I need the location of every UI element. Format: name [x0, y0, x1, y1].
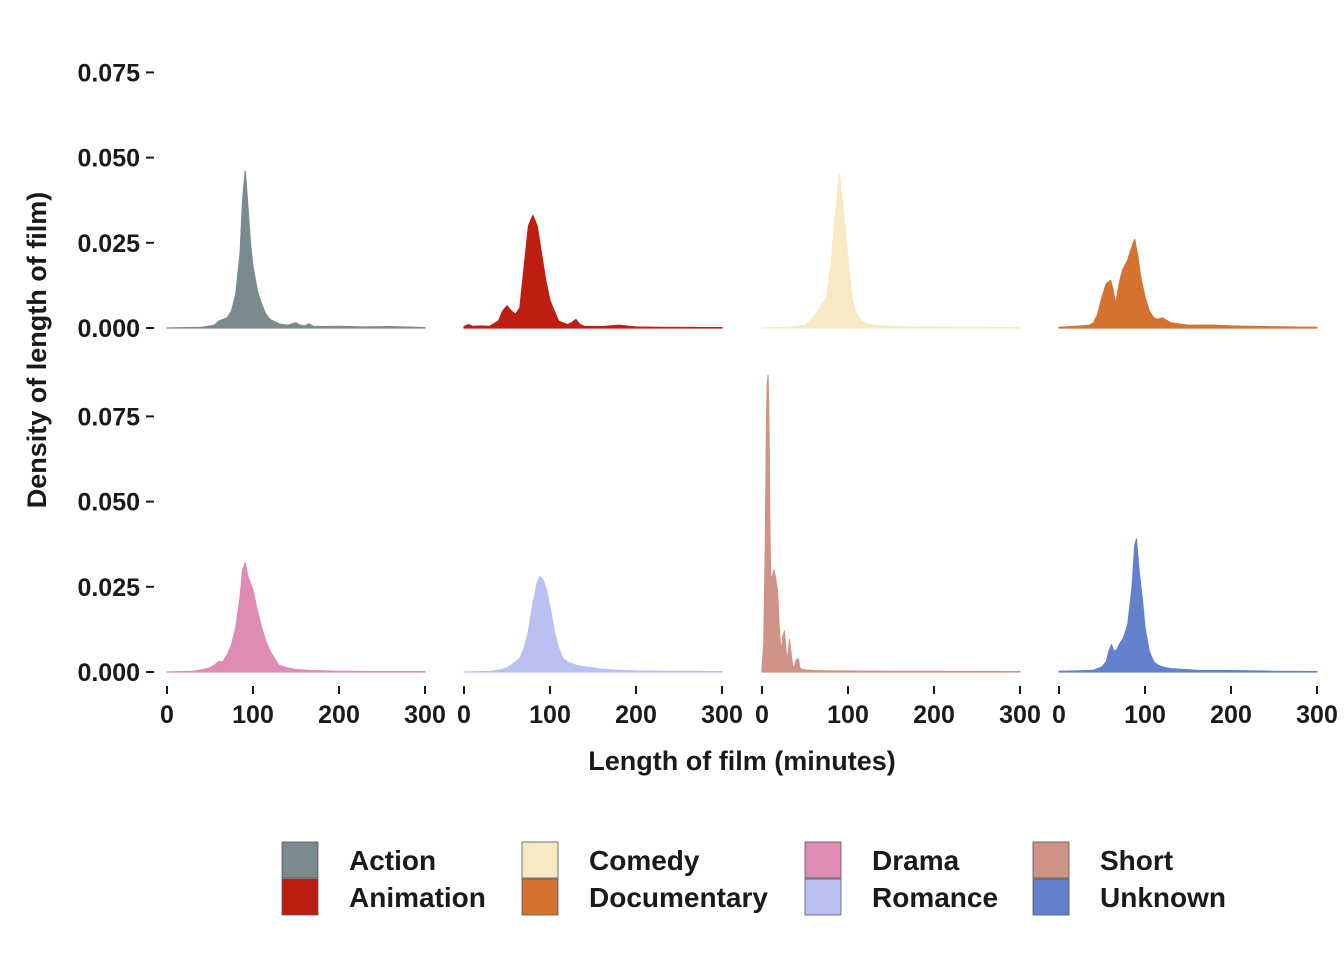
- legend-swatch: [281, 878, 319, 916]
- legend-swatch: [1032, 841, 1070, 879]
- facet-comedy: [761, 174, 1021, 329]
- legend-swatch: [804, 878, 842, 916]
- density-area-unknown: [1058, 538, 1318, 673]
- x-tick-label: 200: [318, 701, 360, 729]
- density-area-romance: [463, 575, 723, 673]
- x-tick-label: 0: [1052, 701, 1066, 729]
- legend-label: Unknown: [1100, 882, 1226, 913]
- legend-swatch: [1032, 878, 1070, 916]
- legend-item-animation: Animation: [281, 878, 486, 916]
- facet-unknown: [1058, 538, 1318, 673]
- legend-label: Action: [349, 845, 436, 876]
- facet-action: [166, 170, 426, 329]
- legend-item-action: Action: [281, 841, 436, 879]
- y-tick-label: 0.000: [77, 659, 140, 687]
- x-tick-label: 200: [1210, 701, 1252, 729]
- x-tick-label: 100: [232, 701, 274, 729]
- legend-item-drama: Drama: [804, 841, 960, 879]
- density-area-animation: [463, 214, 723, 329]
- x-tick-label: 0: [160, 701, 174, 729]
- x-tick-label: 300: [404, 701, 446, 729]
- y-tick-label: 0.050: [77, 489, 140, 517]
- x-tick-label: 300: [999, 701, 1041, 729]
- legend-swatch: [521, 878, 559, 916]
- legend-label: Animation: [349, 882, 486, 913]
- facet-romance: [463, 575, 723, 673]
- x-axes: 0 100 200 300 0 100 200 300 0 100 200 300 0 100 200 300: [160, 686, 1338, 729]
- x-tick-label: 100: [1124, 701, 1166, 729]
- x-tick-label: 200: [615, 701, 657, 729]
- density-area-comedy: [761, 174, 1021, 329]
- x-tick-label: 0: [755, 701, 769, 729]
- legend-item-short: Short: [1032, 841, 1173, 879]
- y-axis-bottom-row: 0.000 0.025 0.050 0.075: [77, 403, 154, 687]
- density-area-documentary: [1058, 238, 1318, 329]
- facet-short: [761, 374, 1021, 673]
- density-area-short: [761, 374, 1021, 673]
- density-area-action: [166, 170, 426, 329]
- density-area-drama: [166, 562, 426, 673]
- x-tick-label: 100: [529, 701, 571, 729]
- legend-item-unknown: Unknown: [1032, 878, 1226, 916]
- legend: Action Animation Comedy Documentary Drama Rom…: [281, 841, 1226, 916]
- legend-item-romance: Romance: [804, 878, 998, 916]
- x-tick-label: 100: [827, 701, 869, 729]
- y-tick-label: 0.075: [77, 59, 140, 87]
- legend-label: Documentary: [589, 882, 768, 913]
- facet-documentary: [1058, 238, 1318, 329]
- y-tick-label: 0.075: [77, 403, 140, 431]
- facet-panels: [166, 170, 1318, 673]
- facet-animation: [463, 214, 723, 329]
- x-tick-label: 300: [1296, 701, 1338, 729]
- y-tick-label: 0.000: [77, 315, 140, 343]
- x-tick-label: 200: [913, 701, 955, 729]
- legend-item-comedy: Comedy: [521, 841, 700, 879]
- legend-swatch: [281, 841, 319, 879]
- y-axis-title: Density of length of film): [22, 192, 52, 509]
- legend-label: Drama: [872, 845, 960, 876]
- x-tick-label: 300: [701, 701, 743, 729]
- y-axis-top-row: 0.000 0.025 0.050 0.075: [77, 59, 154, 343]
- legend-swatch: [521, 841, 559, 879]
- x-axis-title: Length of film (minutes): [588, 746, 895, 776]
- y-tick-label: 0.025: [77, 230, 140, 258]
- legend-label: Romance: [872, 882, 998, 913]
- x-tick-label: 0: [457, 701, 471, 729]
- legend-label: Comedy: [589, 845, 700, 876]
- y-tick-label: 0.050: [77, 145, 140, 173]
- facet-drama: [166, 562, 426, 673]
- legend-swatch: [804, 841, 842, 879]
- legend-item-documentary: Documentary: [521, 878, 768, 916]
- legend-label: Short: [1100, 845, 1173, 876]
- y-tick-label: 0.025: [77, 574, 140, 602]
